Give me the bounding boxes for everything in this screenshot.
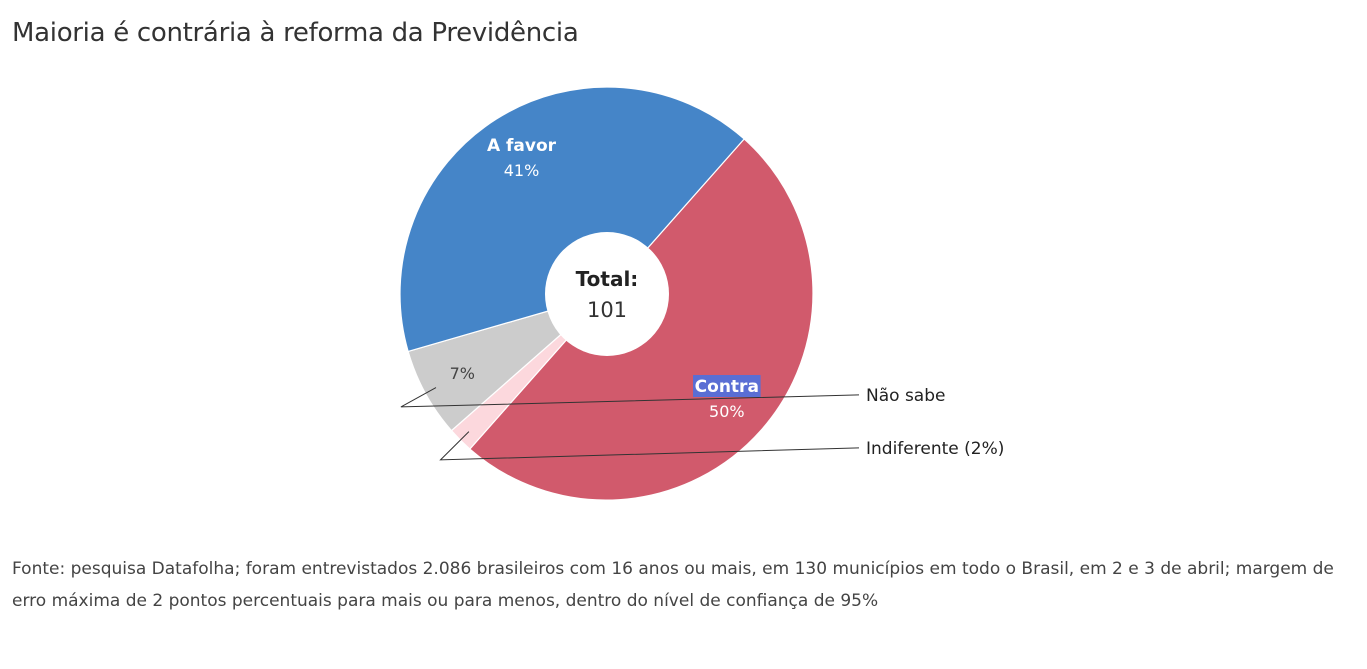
chart-title: Maioria é contrária à reforma da Previdê… [12, 18, 579, 48]
slice-value-contra: 50% [709, 402, 745, 421]
slice-label-contra: Contra [695, 377, 759, 397]
label-highlight [693, 375, 761, 397]
slice-label-a-favor: A favor [487, 136, 557, 156]
slice-value-nao-sabe: 7% [450, 364, 475, 383]
slice-label-nao-sabe: Não sabe [866, 386, 945, 406]
pie-chart: Total: 101 Contra 50% Indiferente (2%) 7% Não … [399, 86, 1004, 501]
leader-line-nao-sabe [400, 387, 860, 408]
source-note: Fonte: pesquisa Datafolha; foram entrevi… [12, 559, 1334, 611]
center-value: 101 [587, 298, 627, 322]
slice-value-a-favor: 41% [504, 161, 540, 180]
donut-hole [545, 232, 669, 356]
slice-a-favor [399, 86, 746, 353]
center-label: Total: [576, 267, 639, 291]
slice-label-indiferente-2: Indiferente (2%) [866, 439, 1004, 459]
leader-line-indiferente-2 [439, 431, 860, 461]
